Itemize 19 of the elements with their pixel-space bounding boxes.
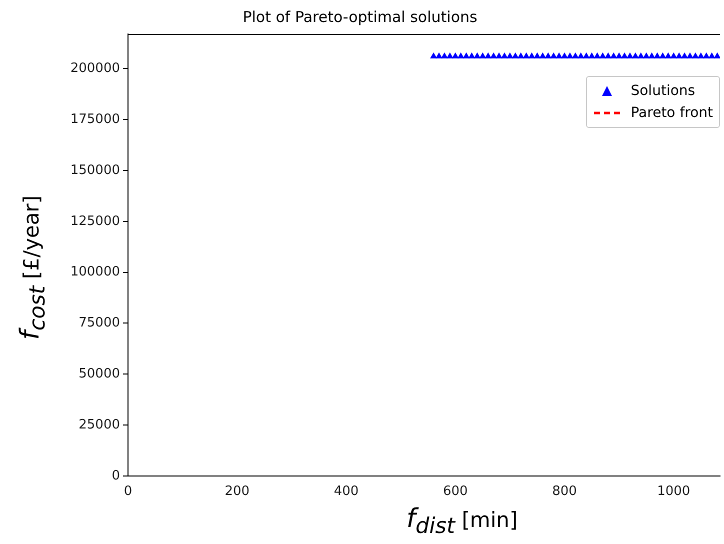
x-tick-label: 0 xyxy=(124,484,132,500)
x-axis-title: f$_{dist}$ [min] xyxy=(405,504,519,540)
chart-title: Plot of Pareto-optimal solutions xyxy=(242,8,478,26)
x-tick-label: 200 xyxy=(224,484,250,500)
x-tick-label: 800 xyxy=(552,484,577,500)
y-tick-label: 125000 xyxy=(70,214,120,229)
x-tick-label: 600 xyxy=(442,484,468,500)
y-tick-label: 150000 xyxy=(70,162,120,178)
y-tick-label: 50000 xyxy=(78,366,120,382)
y-tick-label: 25000 xyxy=(78,417,120,432)
legend-label: Pareto front xyxy=(630,105,713,121)
y-tick-label: 75000 xyxy=(78,316,120,331)
legend-label: Solutions xyxy=(630,83,696,99)
y-tick-label: 0 xyxy=(112,468,120,484)
y-tick-label: 175000 xyxy=(70,112,120,127)
x-tick-label: 1000 xyxy=(657,484,690,500)
y-tick-label: 100000 xyxy=(70,264,120,280)
x-tick-label: 400 xyxy=(334,484,359,500)
y-tick-label: 200000 xyxy=(70,61,120,76)
